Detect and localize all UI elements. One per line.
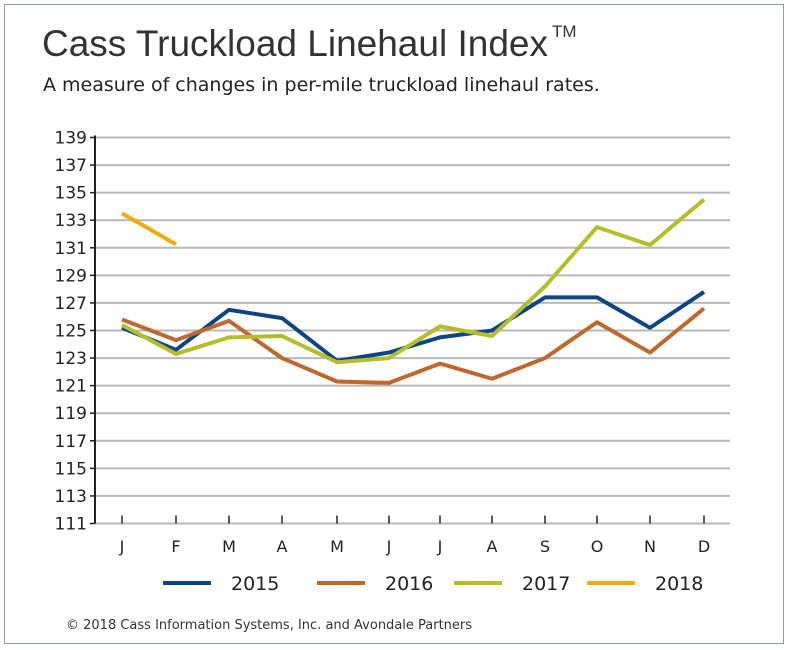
x-tick-label: J (386, 537, 392, 556)
y-tick-label: 129 (55, 266, 87, 286)
series-line-2018 (121, 211, 177, 247)
x-tick-label: M (330, 537, 344, 556)
x-tick-label: J (437, 537, 443, 556)
y-tick-label: 131 (55, 239, 87, 259)
chart-subtitle: A measure of changes in per-mile trucklo… (43, 74, 600, 96)
copyright-footer: © 2018 Cass Information Systems, Inc. an… (66, 618, 473, 633)
x-tick-label: J (119, 537, 125, 556)
y-tick-label: 139 (55, 129, 87, 149)
title-row: Cass Truckload Linehaul Index TM (42, 22, 577, 66)
series-line-2016 (121, 306, 706, 385)
x-tick-label: M (222, 537, 236, 556)
x-tick-label: S (540, 537, 550, 556)
chart-frame (4, 4, 784, 644)
y-tick-label: 121 (55, 377, 87, 397)
y-tick-label: 113 (55, 487, 87, 507)
series-line-2015 (121, 290, 706, 363)
x-tick-label: F (171, 537, 180, 556)
chart-title: Cass Truckload Linehaul Index (42, 23, 548, 64)
x-tick-label: A (487, 537, 498, 556)
y-tick-label: 135 (55, 184, 87, 204)
y-tick-label: 123 (55, 349, 87, 369)
y-tick-label: 117 (55, 432, 87, 452)
y-tick-label: 115 (55, 459, 87, 479)
x-tick-label: A (277, 537, 288, 556)
y-tick-label: 119 (55, 404, 87, 424)
y-tick-label: 127 (55, 294, 87, 314)
legend-label-2015: 2015 (231, 573, 279, 595)
y-tick-label: 111 (55, 515, 87, 535)
trademark-mark: TM (551, 22, 577, 41)
x-tick-label: O (591, 537, 604, 556)
series-line-2017 (121, 198, 706, 365)
y-tick-label: 137 (55, 156, 87, 176)
x-tick-label: D (698, 537, 710, 556)
y-tick-label: 125 (55, 322, 87, 342)
legend-label-2017: 2017 (522, 573, 570, 595)
x-tick-label: N (644, 537, 656, 556)
y-tick-label: 133 (55, 211, 87, 231)
legend-label-2018: 2018 (655, 573, 703, 595)
legend-label-2016: 2016 (385, 573, 433, 595)
